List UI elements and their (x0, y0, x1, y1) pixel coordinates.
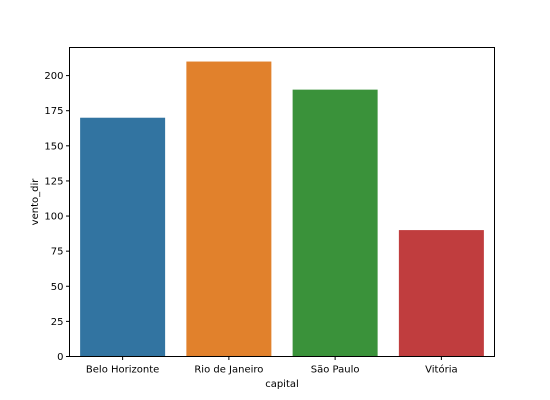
x-tick-label: São Paulo (311, 365, 360, 376)
x-axis-title: capital (265, 379, 299, 390)
bars-group (80, 61, 484, 357)
y-tick-label: 100 (44, 212, 63, 223)
y-tick-label: 0 (57, 352, 63, 363)
y-tick-label: 25 (51, 317, 64, 328)
y-axis-title: vento_dir (30, 178, 41, 226)
x-tick-label: Belo Horizonte (86, 365, 159, 376)
y-tick-label: 75 (51, 247, 64, 258)
bar-1 (186, 61, 272, 357)
x-tick-label: Rio de Janeiro (194, 365, 263, 376)
y-tick-label: 150 (44, 141, 63, 152)
y-tick-label: 200 (44, 71, 63, 82)
y-axis-ticks: 0 25 50 75 100 125 150 175 200 (44, 71, 70, 363)
bar-3 (398, 230, 484, 357)
bar-0 (80, 117, 166, 357)
y-tick-label: 125 (44, 176, 63, 187)
x-axis-ticks: Belo Horizonte Rio de Janeiro São Paulo Vit… (86, 356, 458, 376)
plot-frame (69, 47, 495, 357)
y-tick-label: 175 (44, 106, 63, 117)
bar-2 (292, 89, 378, 357)
x-tick-label: Vitória (425, 364, 457, 376)
y-tick-label: 50 (51, 282, 64, 293)
